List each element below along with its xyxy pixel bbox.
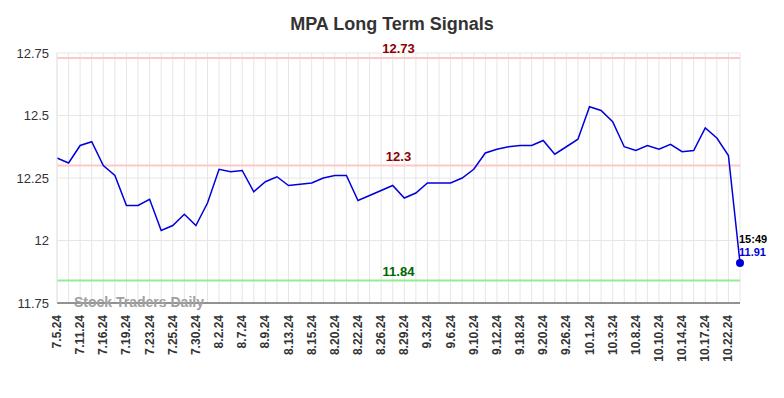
svg-text:8.13.24: 8.13.24	[282, 315, 296, 355]
svg-text:10.17.24: 10.17.24	[698, 315, 712, 362]
svg-text:10.14.24: 10.14.24	[675, 315, 689, 362]
svg-text:7.25.24: 7.25.24	[166, 315, 180, 355]
svg-text:11.91: 11.91	[739, 246, 766, 258]
svg-text:11.75: 11.75	[17, 296, 49, 311]
svg-text:8.15.24: 8.15.24	[305, 315, 319, 355]
svg-text:9.10.24: 9.10.24	[467, 315, 481, 355]
svg-text:11.84: 11.84	[383, 264, 416, 279]
svg-text:12.25: 12.25	[16, 171, 49, 186]
svg-text:9.20.24: 9.20.24	[536, 315, 550, 355]
svg-text:8.20.24: 8.20.24	[328, 315, 342, 355]
svg-text:9.12.24: 9.12.24	[490, 315, 504, 355]
svg-text:8.7.24: 8.7.24	[235, 315, 249, 349]
html-text:Stock Traders Daily: Stock Traders Daily	[74, 294, 204, 310]
svg-text:7.11.24: 7.11.24	[73, 315, 87, 355]
svg-text:7.16.24: 7.16.24	[96, 315, 110, 355]
svg-text:8.22.24: 8.22.24	[351, 315, 365, 355]
svg-text:12.3: 12.3	[386, 149, 411, 164]
svg-text:9.18.24: 9.18.24	[513, 315, 527, 355]
svg-text:10.10.24: 10.10.24	[652, 315, 666, 362]
svg-text:8.9.24: 8.9.24	[258, 315, 272, 349]
html-text:MPA Long Term Signals: MPA Long Term Signals	[290, 14, 494, 34]
svg-text:12.5: 12.5	[24, 108, 49, 123]
svg-text:7.5.24: 7.5.24	[50, 315, 64, 349]
svg-text:10.22.24: 10.22.24	[721, 315, 735, 362]
svg-text:10.1.24: 10.1.24	[583, 315, 597, 355]
svg-text:9.6.24: 9.6.24	[444, 315, 458, 349]
svg-text:9.26.24: 9.26.24	[559, 315, 573, 355]
svg-text:12.73: 12.73	[382, 41, 415, 56]
svg-text:8.29.24: 8.29.24	[397, 315, 411, 355]
svg-text:10.3.24: 10.3.24	[606, 315, 620, 355]
svg-text:7.23.24: 7.23.24	[143, 315, 157, 355]
svg-text:12.75: 12.75	[16, 46, 49, 61]
svg-text:10.8.24: 10.8.24	[629, 315, 643, 355]
svg-text:7.30.24: 7.30.24	[189, 315, 203, 355]
svg-text:15:49: 15:49	[739, 233, 767, 245]
svg-text:12: 12	[35, 233, 49, 248]
svg-text:7.19.24: 7.19.24	[119, 315, 133, 355]
svg-text:8.26.24: 8.26.24	[374, 315, 388, 355]
svg-text:9.3.24: 9.3.24	[420, 315, 434, 349]
svg-text:8.2.24: 8.2.24	[212, 315, 226, 349]
